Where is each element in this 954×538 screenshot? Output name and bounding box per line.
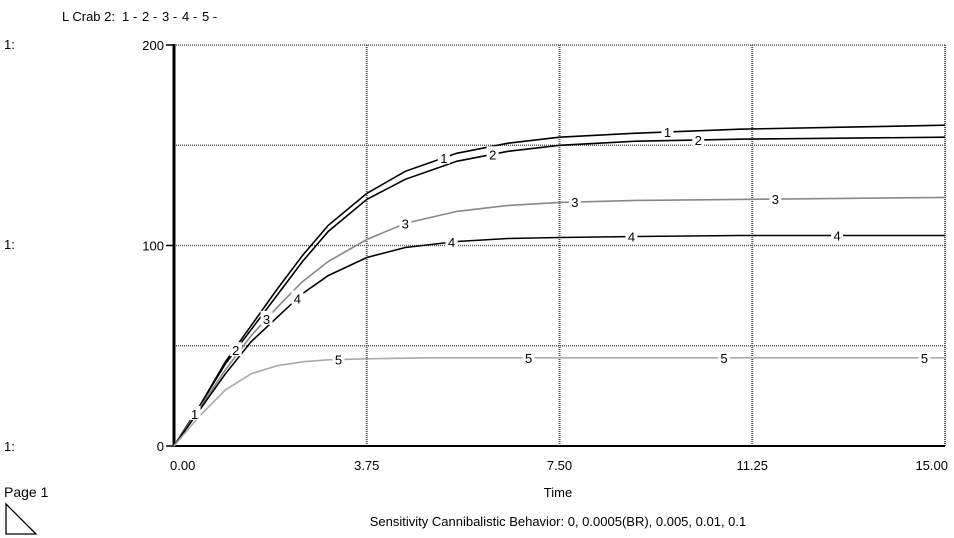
series-marker-4: 4 — [448, 235, 455, 250]
grid — [174, 44, 946, 446]
series-marker-bg — [291, 290, 304, 305]
y-tick-label: 0 — [157, 439, 164, 454]
chart-caption: Sensitivity Cannibalistic Behavior: 0, 0… — [370, 514, 747, 529]
series-marker-4: 4 — [294, 291, 301, 306]
series-line-4 — [173, 234, 945, 447]
series-marker-3: 3 — [263, 312, 270, 327]
series-marker-bg — [568, 193, 581, 208]
series-marker-bg — [831, 227, 844, 242]
series-marker-bg — [332, 351, 345, 366]
series-marker-bg — [918, 349, 931, 364]
page-turn-icon[interactable] — [4, 502, 38, 536]
series-marker-1: 1 — [664, 125, 671, 140]
series-marker-4: 4 — [833, 228, 840, 243]
series-marker-4: 4 — [628, 230, 635, 245]
series-marker-bg — [229, 342, 242, 357]
series-marker-1: 1 — [440, 151, 447, 166]
series-marker-bg — [692, 132, 705, 147]
series-marker-bg — [522, 349, 535, 364]
page-label[interactable]: Page 1 — [4, 484, 49, 500]
axis-prefix-bottom: 1: — [4, 439, 15, 454]
y-tick-label: 200 — [142, 38, 164, 53]
y-tick-label: 100 — [142, 239, 164, 254]
series-marker-bg — [445, 234, 458, 249]
series-marker-2: 2 — [489, 147, 496, 162]
series-marker-5: 5 — [720, 351, 727, 366]
header-run-label: 2 - — [142, 9, 157, 24]
series-marker-bg — [399, 215, 412, 230]
x-axis-label: Time — [544, 485, 572, 500]
header-run-label: 5 - — [202, 9, 217, 24]
series-marker-bg — [260, 310, 273, 325]
series-marker-5: 5 — [921, 351, 928, 366]
tick-labels: 0.00 3.75 7.50 11.25 15.00 0 100 200 — [142, 38, 948, 473]
header-run-label: 1 - — [122, 9, 137, 24]
series-marker-2: 2 — [232, 343, 239, 358]
x-tick-label: 11.25 — [736, 458, 768, 473]
header-run-label: 4 - — [182, 9, 197, 24]
series-marker-bg — [188, 405, 201, 420]
series-marker-3: 3 — [772, 192, 779, 207]
series-markers: 1 1 1 2 2 2 3 3 3 3 4 4 4 4 5 5 5 5 — [188, 124, 931, 422]
axes — [166, 44, 945, 447]
series-marker-3: 3 — [571, 195, 578, 210]
series-marker-2: 2 — [695, 133, 702, 148]
series-marker-bg — [717, 349, 730, 364]
series-marker-5: 5 — [525, 351, 532, 366]
series-marker-bg — [625, 228, 638, 243]
x-tick-label: 15.00 — [915, 458, 948, 473]
series-marker-3: 3 — [402, 216, 409, 231]
header-run-labels: 1 - 2 - 3 - 4 - 5 - — [122, 9, 217, 24]
series-marker-bg — [769, 191, 782, 206]
x-tick-label: 7.50 — [547, 458, 572, 473]
series-line-5 — [173, 356, 945, 447]
axis-prefix-middle: 1: — [4, 237, 15, 252]
series-marker-1: 1 — [191, 407, 198, 422]
header-variable-label: L Crab 2: — [62, 9, 115, 24]
series-marker-bg — [486, 146, 499, 161]
axis-prefix-top: 1: — [4, 37, 15, 52]
series-marker-bg — [661, 124, 674, 139]
series-marker-bg — [437, 149, 450, 164]
x-tick-label: 3.75 — [354, 458, 379, 473]
x-tick-label: 0.00 — [170, 458, 195, 473]
header-run-label: 3 - — [162, 9, 177, 24]
series-marker-5: 5 — [335, 353, 342, 368]
